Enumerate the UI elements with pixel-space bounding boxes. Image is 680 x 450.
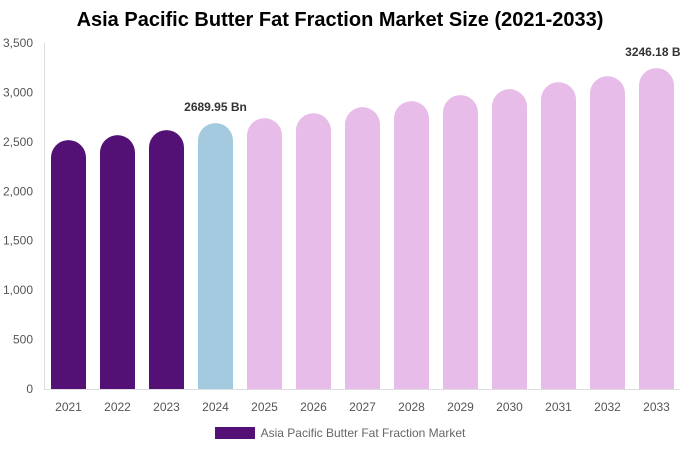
x-tick-label: 2022 [104,400,131,414]
bar-2029 [443,95,478,389]
bar-2024 [198,123,233,389]
x-tick-label: 2032 [594,400,621,414]
bar-2026 [296,113,331,389]
bar-2022 [100,135,135,389]
bar-2032 [590,76,625,389]
bar-2027 [345,107,380,389]
x-tick-label: 2026 [300,400,327,414]
bar-2028 [394,101,429,390]
x-tick-label: 2024 [202,400,229,414]
x-tick-label: 2021 [55,400,82,414]
x-tick-label: 2030 [496,400,523,414]
y-tick-label: 3,500 [3,36,33,50]
x-tick-label: 2029 [447,400,474,414]
legend-swatch [214,427,255,439]
y-tick-label: 1,500 [3,234,33,248]
y-tick-label: 500 [13,333,33,347]
bar-2023 [149,130,184,390]
y-tick-label: 2,000 [3,184,33,198]
y-tick-label: 0 [26,382,33,396]
bar-2033 [639,68,674,389]
y-tick-label: 1,000 [3,283,33,297]
data-label: 3246.18 Bn [625,45,680,59]
legend-label: Asia Pacific Butter Fat Fraction Market [260,426,466,440]
y-tick-label: 3,000 [3,85,33,99]
data-label: 2689.95 Bn [184,100,247,114]
x-tick-label: 2033 [643,400,670,414]
x-tick-label: 2027 [349,400,376,414]
y-tick-label: 2,500 [3,135,33,149]
x-tick-label: 2031 [545,400,572,414]
bar-2025 [247,118,282,390]
x-tick-label: 2023 [153,400,180,414]
legend: Asia Pacific Butter Fat Fraction Market [0,426,680,440]
bar-2030 [492,89,527,389]
x-tick-label: 2025 [251,400,278,414]
x-tick-label: 2028 [398,400,425,414]
bar-2031 [541,82,576,389]
chart-title: Asia Pacific Butter Fat Fraction Market … [76,9,604,31]
bar-2021 [51,140,86,389]
